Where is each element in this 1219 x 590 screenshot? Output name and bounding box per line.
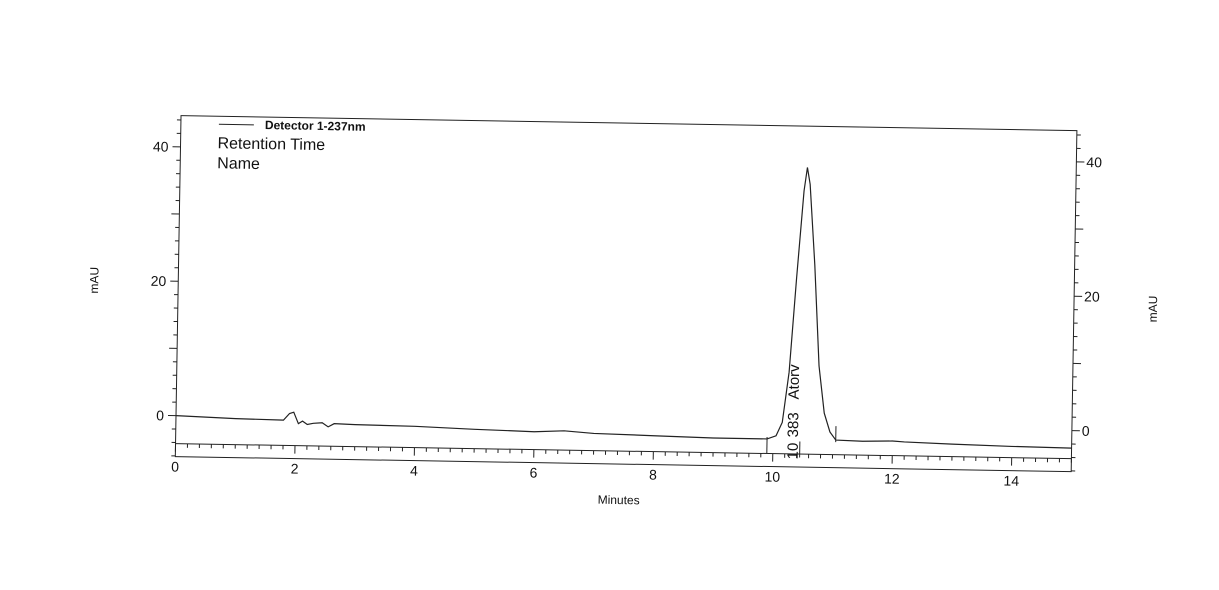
y-tick-label-left: 0 xyxy=(156,407,164,423)
peak-rt-int-part: 10 xyxy=(785,443,802,460)
x-tick-label: 0 xyxy=(171,459,179,475)
plot-frame xyxy=(174,115,1078,473)
legend-swatch xyxy=(218,123,254,126)
x-tick-label: 2 xyxy=(291,461,299,477)
x-tick-label: 6 xyxy=(529,465,537,481)
ticks-group xyxy=(167,119,1085,472)
x-axis-title: Minutes xyxy=(598,493,640,508)
y-tick-label-right: 40 xyxy=(1086,154,1102,170)
tick-labels-group: 0 2 4 6 8 10 12 14 0 20 40 0 20 40 xyxy=(151,138,1103,488)
peak-rt-frac-part: 383 xyxy=(785,412,802,437)
legend-label: Detector 1-237nm xyxy=(265,118,366,134)
legend: Detector 1-237nm xyxy=(218,118,366,134)
signal-line xyxy=(175,167,1072,449)
y-tick-label-right: 20 xyxy=(1084,288,1100,304)
x-tick-label: 10 xyxy=(764,468,780,484)
y-axis-title-right: mAU xyxy=(1146,296,1160,323)
y-tick-label-left: 40 xyxy=(153,138,169,154)
plot-separator-line xyxy=(175,443,1072,460)
peak-name-label: Atorv xyxy=(786,364,804,400)
name-label: Name xyxy=(217,155,260,173)
x-tick-label: 8 xyxy=(649,467,657,483)
y-tick-label-left: 20 xyxy=(151,273,167,289)
retention-time-label: Retention Time xyxy=(217,135,325,154)
x-tick-label: 14 xyxy=(1003,472,1019,488)
y-axis-title-left: mAU xyxy=(87,267,101,294)
x-tick-label: 4 xyxy=(410,463,418,479)
x-tick-label: 12 xyxy=(884,470,900,486)
peak-retention-time-label: 10 383 xyxy=(785,412,803,459)
y-tick-label-right: 0 xyxy=(1082,423,1090,439)
